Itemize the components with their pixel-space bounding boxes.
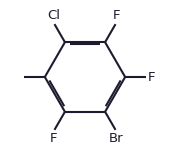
Text: F: F — [148, 71, 156, 83]
Text: Br: Br — [109, 132, 124, 145]
Text: Cl: Cl — [47, 9, 60, 22]
Text: F: F — [50, 132, 57, 145]
Text: F: F — [113, 9, 120, 22]
